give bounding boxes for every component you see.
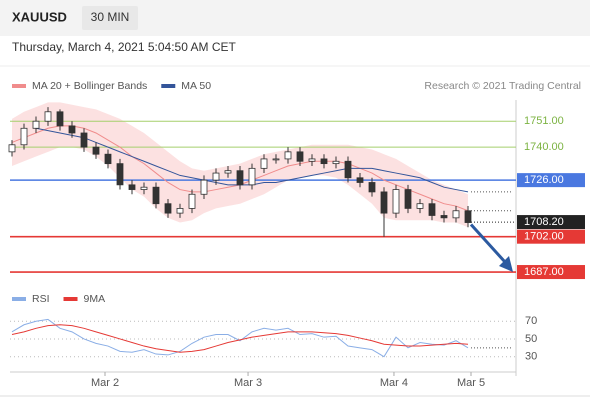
timeframe-box[interactable] xyxy=(82,6,138,30)
candle-body xyxy=(56,111,64,127)
candle-body xyxy=(20,127,28,146)
x-tick-label: Mar 2 xyxy=(91,377,119,389)
legend-swatch xyxy=(161,84,176,88)
candle-body xyxy=(188,193,196,209)
y-tick-label: 30 xyxy=(525,351,537,363)
candle-body xyxy=(380,191,388,214)
rsi-line xyxy=(11,324,469,353)
candle-body xyxy=(68,125,76,134)
x-tick-label: Mar 5 xyxy=(457,377,485,389)
credit: Research © 2021 Trading Central xyxy=(424,80,581,92)
candle-body xyxy=(452,210,460,219)
level-label: 1708.20 xyxy=(524,216,564,228)
level-label: 1740.00 xyxy=(524,141,564,153)
candle-body xyxy=(152,186,160,205)
candle-body xyxy=(140,186,148,190)
bollinger-band xyxy=(12,102,468,228)
candle-body xyxy=(80,132,88,148)
level-label-box xyxy=(517,173,585,188)
candle-body xyxy=(176,208,184,214)
level-label-box xyxy=(517,229,585,244)
level-label: 1726.00 xyxy=(524,174,564,186)
level-label: 1687.00 xyxy=(524,266,564,278)
rsi-line xyxy=(11,318,469,358)
candle-body xyxy=(128,184,136,190)
candle-body xyxy=(332,160,340,165)
candle-body xyxy=(104,153,112,165)
candle-body xyxy=(92,146,100,155)
level-label-box xyxy=(517,265,585,280)
candle-body xyxy=(44,111,52,122)
candle-body xyxy=(260,158,268,169)
datetime: Thursday, March 4, 2021 5:04:50 AM CET xyxy=(12,40,237,54)
legend-swatch xyxy=(63,297,78,301)
candle-body xyxy=(8,144,16,153)
forecast-arrow xyxy=(469,223,507,264)
x-tick-label: Mar 4 xyxy=(380,377,408,389)
candle-body xyxy=(248,167,256,186)
candle-body xyxy=(272,158,280,161)
candle-body xyxy=(464,210,472,223)
candle-body xyxy=(32,120,40,129)
candle-body xyxy=(392,189,400,214)
y-tick-label: 70 xyxy=(525,315,537,327)
candle-body xyxy=(356,177,364,183)
legend-label: MA 20 + Bollinger Bands xyxy=(32,80,147,92)
candle-body xyxy=(428,203,436,216)
legend-label: RSI xyxy=(32,293,50,305)
candle-body xyxy=(224,170,232,174)
level-label: 1751.00 xyxy=(524,115,564,127)
candle-body xyxy=(416,203,424,209)
candle-body xyxy=(440,215,448,219)
candle-body xyxy=(116,163,124,186)
forecast-arrowhead xyxy=(499,256,513,272)
candle-body xyxy=(404,189,412,209)
candle-body xyxy=(284,151,292,160)
level-label-box xyxy=(517,215,585,230)
candle-body xyxy=(236,170,244,186)
legend-swatch xyxy=(12,84,26,88)
candle-body xyxy=(344,160,352,179)
level-label: 1702.00 xyxy=(524,231,564,243)
symbol: XAUUSD xyxy=(12,9,67,24)
x-tick-label: Mar 3 xyxy=(234,377,262,389)
candle-body xyxy=(368,182,376,193)
candle-body xyxy=(320,158,328,165)
candle-body xyxy=(200,179,208,195)
y-tick-label: 50 xyxy=(525,333,537,345)
candle-body xyxy=(296,151,304,162)
candle-body xyxy=(308,158,316,162)
legend-label: 9MA xyxy=(84,293,106,305)
timeframe[interactable]: 30 MIN xyxy=(91,10,130,24)
legend-label: MA 50 xyxy=(181,80,211,92)
legend-swatch xyxy=(12,297,26,301)
candle-body xyxy=(212,172,220,181)
candle-body xyxy=(164,203,172,214)
